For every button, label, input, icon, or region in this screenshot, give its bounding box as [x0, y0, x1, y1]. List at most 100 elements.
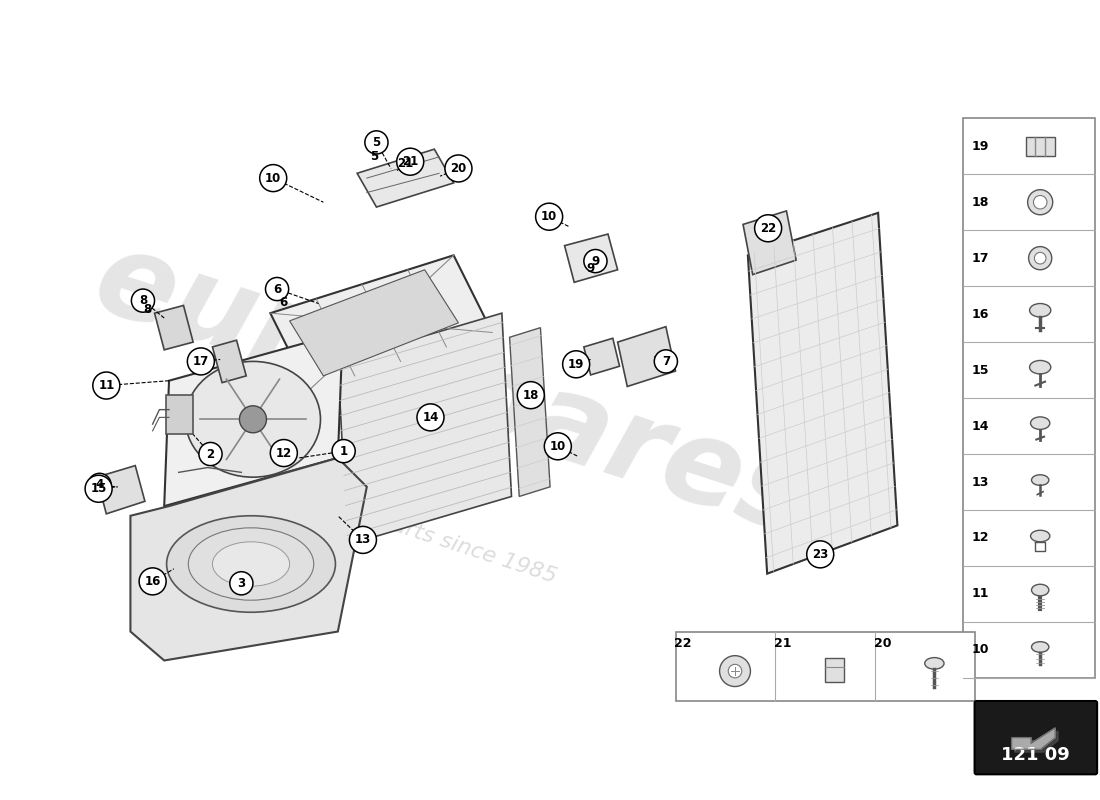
Text: 14: 14	[422, 411, 439, 424]
Polygon shape	[131, 458, 366, 661]
Circle shape	[332, 439, 355, 462]
Text: 21: 21	[774, 637, 792, 650]
Polygon shape	[584, 338, 619, 375]
Circle shape	[728, 664, 741, 678]
Circle shape	[240, 406, 266, 433]
Text: 19: 19	[568, 358, 584, 371]
Polygon shape	[617, 326, 675, 386]
Circle shape	[88, 474, 111, 497]
Ellipse shape	[1032, 642, 1049, 652]
Circle shape	[260, 165, 287, 192]
Circle shape	[187, 348, 214, 375]
Circle shape	[1028, 246, 1052, 270]
Text: 12: 12	[971, 531, 989, 545]
Text: 21: 21	[397, 157, 414, 170]
Ellipse shape	[1032, 474, 1049, 486]
Polygon shape	[564, 234, 617, 282]
Circle shape	[584, 250, 607, 273]
Circle shape	[199, 442, 222, 466]
Circle shape	[397, 148, 424, 175]
Circle shape	[719, 656, 750, 686]
Circle shape	[271, 439, 297, 466]
Ellipse shape	[1030, 361, 1050, 374]
Text: 17: 17	[192, 355, 209, 368]
Text: 10: 10	[550, 440, 565, 453]
Text: eurospares: eurospares	[81, 220, 826, 560]
Circle shape	[365, 131, 388, 154]
Circle shape	[131, 289, 155, 312]
Circle shape	[755, 214, 782, 242]
Ellipse shape	[1031, 417, 1049, 430]
Circle shape	[230, 572, 253, 595]
Circle shape	[806, 541, 834, 568]
Ellipse shape	[186, 362, 320, 477]
Text: 18: 18	[971, 196, 989, 209]
Circle shape	[544, 433, 571, 460]
Bar	[1025, 137, 1055, 156]
Text: 10: 10	[541, 210, 558, 223]
Text: 12: 12	[276, 446, 292, 459]
Ellipse shape	[925, 658, 944, 669]
Text: 6: 6	[273, 282, 282, 295]
Text: a passion for parts since 1985: a passion for parts since 1985	[233, 464, 559, 587]
Ellipse shape	[212, 542, 289, 586]
Text: 23: 23	[812, 548, 828, 561]
Text: 8: 8	[139, 294, 147, 307]
Text: 16: 16	[144, 575, 161, 588]
Text: 15: 15	[90, 482, 107, 495]
Circle shape	[517, 382, 544, 409]
Text: 13: 13	[971, 475, 989, 489]
Text: 9: 9	[586, 262, 595, 275]
Text: 10: 10	[265, 172, 282, 185]
Text: 19: 19	[971, 140, 989, 153]
Text: 16: 16	[971, 308, 989, 321]
Polygon shape	[271, 255, 492, 390]
Text: 8: 8	[144, 303, 152, 316]
Text: 2: 2	[207, 447, 215, 461]
Polygon shape	[358, 149, 453, 207]
Text: 121 09: 121 09	[1001, 746, 1070, 764]
Bar	[675, 631, 975, 701]
Text: 11: 11	[971, 587, 989, 601]
Polygon shape	[164, 333, 343, 506]
Bar	[166, 395, 194, 434]
Polygon shape	[1012, 728, 1055, 750]
Text: 14: 14	[971, 419, 989, 433]
Polygon shape	[212, 340, 246, 382]
Circle shape	[417, 404, 444, 431]
Text: 5: 5	[372, 136, 381, 149]
Text: 4: 4	[96, 478, 103, 491]
Polygon shape	[509, 328, 550, 497]
Circle shape	[1027, 190, 1053, 214]
Polygon shape	[338, 313, 512, 545]
Text: 1: 1	[340, 445, 348, 458]
Ellipse shape	[1031, 530, 1049, 542]
Ellipse shape	[166, 516, 336, 612]
Circle shape	[654, 350, 678, 373]
Text: 15: 15	[971, 363, 989, 377]
Bar	[825, 658, 845, 682]
Circle shape	[444, 155, 472, 182]
Polygon shape	[1014, 731, 1058, 752]
Text: 13: 13	[355, 534, 371, 546]
Text: 10: 10	[971, 643, 989, 656]
Bar	[962, 118, 1096, 678]
Circle shape	[92, 372, 120, 399]
Circle shape	[265, 278, 288, 301]
Circle shape	[350, 526, 376, 554]
Circle shape	[139, 568, 166, 595]
Text: 3: 3	[238, 577, 245, 590]
Ellipse shape	[1032, 584, 1049, 596]
Polygon shape	[155, 306, 194, 350]
Polygon shape	[748, 213, 898, 574]
Polygon shape	[97, 466, 145, 514]
Polygon shape	[742, 211, 796, 274]
Text: 11: 11	[98, 379, 114, 392]
Circle shape	[536, 203, 562, 230]
Text: 6: 6	[279, 296, 288, 309]
Polygon shape	[289, 270, 459, 376]
Text: 7: 7	[662, 355, 670, 368]
Text: 18: 18	[522, 389, 539, 402]
Text: 20: 20	[873, 637, 891, 650]
Text: 22: 22	[674, 637, 692, 650]
